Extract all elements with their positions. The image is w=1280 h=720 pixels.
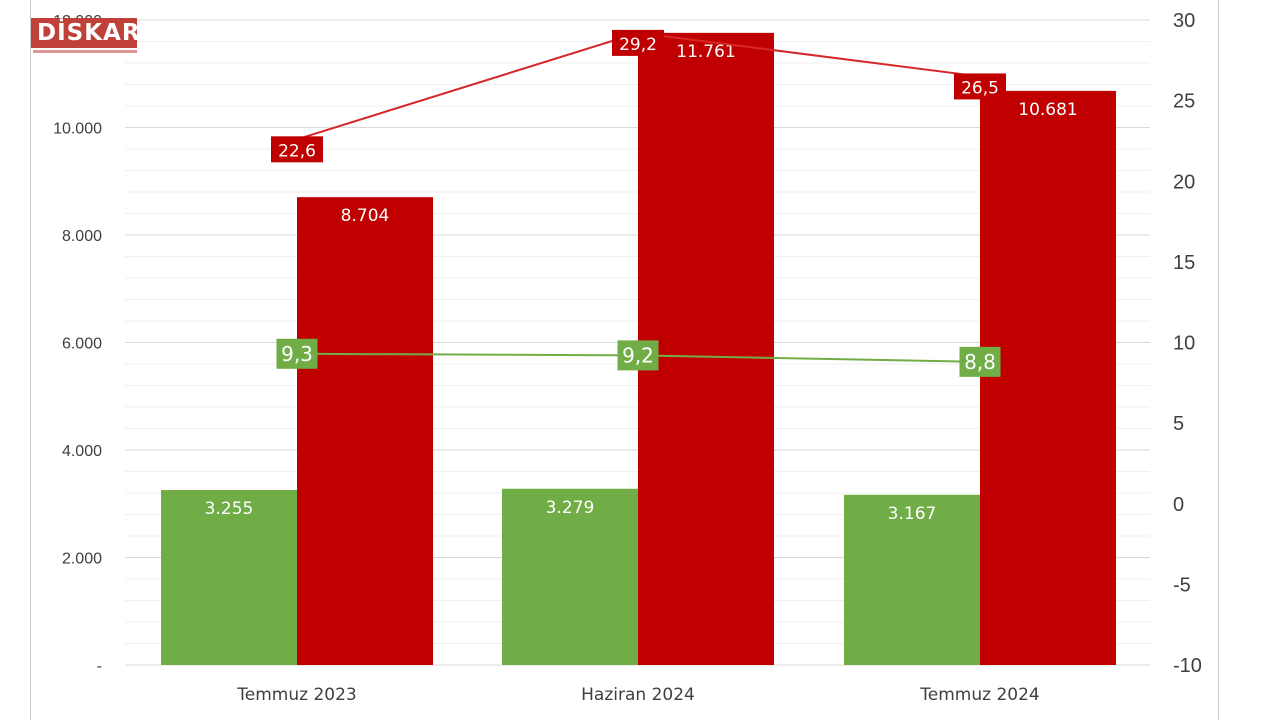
category-label: Haziran 2024 bbox=[581, 685, 695, 705]
red-line-label: 22,6 bbox=[278, 141, 316, 161]
red-bar bbox=[980, 90, 1116, 666]
lines: 22,6 29,2 26,5 9,3 9,2 8,8 bbox=[271, 29, 1006, 377]
logo-subtitle-strip bbox=[33, 50, 137, 53]
logo-text: DİSKAR bbox=[37, 20, 141, 46]
category-label: Temmuz 2024 bbox=[919, 685, 1039, 705]
green-line-label-box bbox=[617, 340, 659, 371]
right-axis-tick-label: 30 bbox=[1173, 10, 1195, 32]
left-axis-tick-label: 6.000 bbox=[62, 336, 102, 353]
red-bar-label: 11.761 bbox=[676, 42, 735, 62]
red-line-label: 26,5 bbox=[961, 78, 999, 98]
green-bar bbox=[502, 488, 638, 665]
category-labels: Temmuz 2023 Haziran 2024 Temmuz 2024 bbox=[236, 685, 1039, 705]
right-axis-tick-label: 10 bbox=[1173, 333, 1195, 355]
green-bar-label: 3.255 bbox=[205, 499, 254, 519]
red-line-label-box bbox=[954, 73, 1006, 100]
left-frame-border bbox=[30, 0, 31, 720]
red-bar-label: 10.681 bbox=[1018, 100, 1077, 120]
left-axis-tick-label: 10.000 bbox=[53, 121, 102, 138]
right-axis-tick-label: -10 bbox=[1173, 655, 1202, 677]
right-axis-tick-label: 5 bbox=[1173, 413, 1184, 435]
left-axis-tick-label: 4.000 bbox=[62, 443, 102, 460]
left-axis-tick-label: - bbox=[97, 658, 102, 675]
right-axis-tick-label: -5 bbox=[1173, 574, 1191, 596]
red-line-label: 29,2 bbox=[619, 35, 657, 55]
red-bar bbox=[638, 32, 774, 665]
diskar-logo: DİSKAR bbox=[31, 18, 140, 56]
green-line-label: 9,3 bbox=[281, 342, 313, 366]
right-axis-tick-label: 15 bbox=[1173, 252, 1195, 274]
red-line-label-box bbox=[612, 29, 664, 56]
red-line-label-box bbox=[271, 136, 323, 163]
right-axis-tick-label: 25 bbox=[1173, 91, 1195, 113]
logo-background bbox=[31, 18, 137, 48]
green-line-label: 9,2 bbox=[622, 343, 654, 367]
green-bar bbox=[844, 494, 980, 665]
category-label: Temmuz 2023 bbox=[236, 685, 356, 705]
red-bar bbox=[297, 197, 433, 665]
green-line-label: 8,8 bbox=[964, 350, 996, 374]
left-axis-tick-label: 8.000 bbox=[62, 228, 102, 245]
green-line-label-box bbox=[276, 338, 318, 369]
red-bar-label: 8.704 bbox=[341, 206, 390, 226]
right-frame-border bbox=[1218, 0, 1219, 720]
right-axis-ticks: -10 -5 0 5 10 15 20 25 30 bbox=[1173, 10, 1202, 677]
right-axis-tick-label: 20 bbox=[1173, 171, 1195, 193]
green-bar bbox=[161, 490, 297, 665]
left-axis-tick-label: 2.000 bbox=[62, 551, 102, 568]
bars: 3.255 8.704 3.279 11.761 3.167 10.681 bbox=[161, 32, 1116, 666]
green-bar-label: 3.167 bbox=[888, 504, 937, 524]
green-bar-label: 3.279 bbox=[546, 498, 595, 518]
green-line-label-box bbox=[959, 346, 1001, 377]
right-axis-tick-label: 0 bbox=[1173, 494, 1184, 516]
